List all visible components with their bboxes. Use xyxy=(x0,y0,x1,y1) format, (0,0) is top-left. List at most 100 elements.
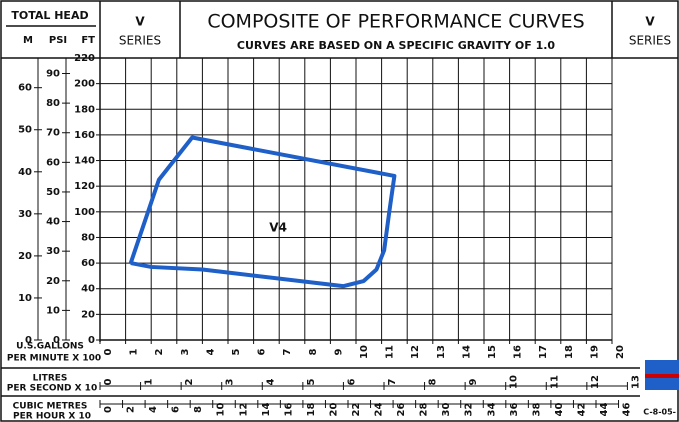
tick-label: 38 xyxy=(531,403,542,417)
series-header: V xyxy=(135,15,145,29)
tick-label: 13 xyxy=(630,375,641,389)
chart-title: COMPOSITE OF PERFORMANCE CURVES xyxy=(207,11,584,33)
tick-label: 4 xyxy=(265,378,276,385)
head-title: TOTAL HEAD xyxy=(11,9,88,22)
tick-label: 5 xyxy=(306,378,317,385)
y-tick-label: 140 xyxy=(74,156,95,167)
x-tick-label: 12 xyxy=(410,345,421,359)
x-tick-label: 8 xyxy=(308,348,319,355)
y-tick-label: 180 xyxy=(74,104,95,115)
tick-label: 1 xyxy=(144,378,155,385)
x-tick-label: 13 xyxy=(436,345,447,359)
axis-label: LITRES xyxy=(33,374,68,384)
y-tick-label: 220 xyxy=(74,53,95,64)
axis-label: PSI xyxy=(49,35,67,46)
tick-label: 40 xyxy=(554,403,565,417)
x-tick-label: 14 xyxy=(461,345,472,359)
tick-label: 90 xyxy=(46,69,60,80)
tick-label: 12 xyxy=(238,403,249,417)
tick-label: 30 xyxy=(441,403,452,417)
tick-label: 50 xyxy=(46,187,60,198)
tick-label: 44 xyxy=(599,403,610,417)
x-tick-label: 6 xyxy=(257,348,268,355)
tick-label: 34 xyxy=(486,403,497,417)
series-header: SERIES xyxy=(629,34,671,48)
tick-label: 50 xyxy=(18,125,32,136)
tick-label: 18 xyxy=(306,403,317,417)
tick-label: 30 xyxy=(46,246,60,257)
x-tick-label: 4 xyxy=(205,348,216,355)
x-tick-label: 10 xyxy=(359,345,370,359)
tick-label: 70 xyxy=(46,128,60,139)
x-tick-label: 1 xyxy=(129,348,140,355)
tick-label: 60 xyxy=(18,83,32,94)
x-tick-label: 11 xyxy=(385,345,396,359)
tick-label: 0 xyxy=(103,406,114,413)
tick-label: 6 xyxy=(346,378,357,385)
x-axis-label: PER MINUTE X 100 xyxy=(7,354,101,364)
tick-label: 10 xyxy=(46,305,60,316)
y-tick-label: 40 xyxy=(81,284,95,295)
x-tick-label: 5 xyxy=(231,348,242,355)
tick-label: 9 xyxy=(468,378,479,385)
x-tick-label: 18 xyxy=(564,345,575,359)
tick-label: 20 xyxy=(328,403,339,417)
x-tick-label: 16 xyxy=(513,345,524,359)
tick-label: 40 xyxy=(46,217,60,228)
tick-label: 8 xyxy=(193,406,204,413)
tick-label: 0 xyxy=(53,335,60,346)
y-tick-label: 0 xyxy=(88,335,95,346)
x-tick-label: 19 xyxy=(589,345,600,359)
tick-label: 60 xyxy=(46,157,60,168)
logo xyxy=(645,374,679,378)
tick-label: 3 xyxy=(225,378,236,385)
x-tick-label: 7 xyxy=(282,348,293,355)
tick-label: 14 xyxy=(261,403,272,417)
axis-label: PER SECOND X 10 xyxy=(7,384,97,394)
tick-label: 10 xyxy=(18,293,32,304)
tick-label: 20 xyxy=(46,276,60,287)
x-tick-label: 15 xyxy=(487,345,498,359)
axis-label: M xyxy=(23,35,33,46)
tick-label: 10 xyxy=(216,403,227,417)
series-header: SERIES xyxy=(119,34,161,48)
tick-label: 12 xyxy=(590,375,601,389)
performance-curve xyxy=(128,135,397,289)
tick-label: 24 xyxy=(374,403,385,417)
tick-label: 36 xyxy=(509,403,520,417)
tick-label: 46 xyxy=(622,403,633,417)
y-tick-label: 160 xyxy=(74,130,95,141)
axis-label: PER HOUR X 10 xyxy=(13,412,91,422)
x-tick-label: 2 xyxy=(154,348,165,355)
tick-label: 40 xyxy=(18,167,32,178)
tick-label: 80 xyxy=(46,98,60,109)
x-tick-label: 20 xyxy=(615,345,626,359)
y-tick-label: 120 xyxy=(74,181,95,192)
x-tick-label: 0 xyxy=(103,348,114,355)
tick-label: 2 xyxy=(184,378,195,385)
tick-label: 8 xyxy=(428,378,439,385)
tick-label: 20 xyxy=(18,251,32,262)
tick-label: 7 xyxy=(387,378,398,385)
y-tick-label: 200 xyxy=(74,79,95,90)
x-tick-label: 3 xyxy=(180,348,191,355)
y-tick-label: 60 xyxy=(81,258,95,269)
tick-label: 32 xyxy=(464,403,475,417)
tick-label: 6 xyxy=(171,406,182,413)
tick-label: 11 xyxy=(549,375,560,389)
y-tick-label: 100 xyxy=(74,207,95,218)
x-tick-label: 9 xyxy=(333,348,344,355)
tick-label: 22 xyxy=(351,403,362,417)
y-tick-label: 20 xyxy=(81,309,95,320)
tick-label: 10 xyxy=(509,375,520,389)
chart-subtitle: CURVES ARE BASED ON A SPECIFIC GRAVITY O… xyxy=(237,39,555,52)
y-axis-label: FT xyxy=(81,35,95,46)
axis-label: CUBIC METRES xyxy=(13,402,88,412)
x-tick-label: 17 xyxy=(538,345,549,359)
tick-label: 30 xyxy=(18,209,32,220)
tick-label: 0 xyxy=(103,378,114,385)
drawing-number: C-8-05- xyxy=(643,408,676,417)
tick-label: 16 xyxy=(283,403,294,417)
